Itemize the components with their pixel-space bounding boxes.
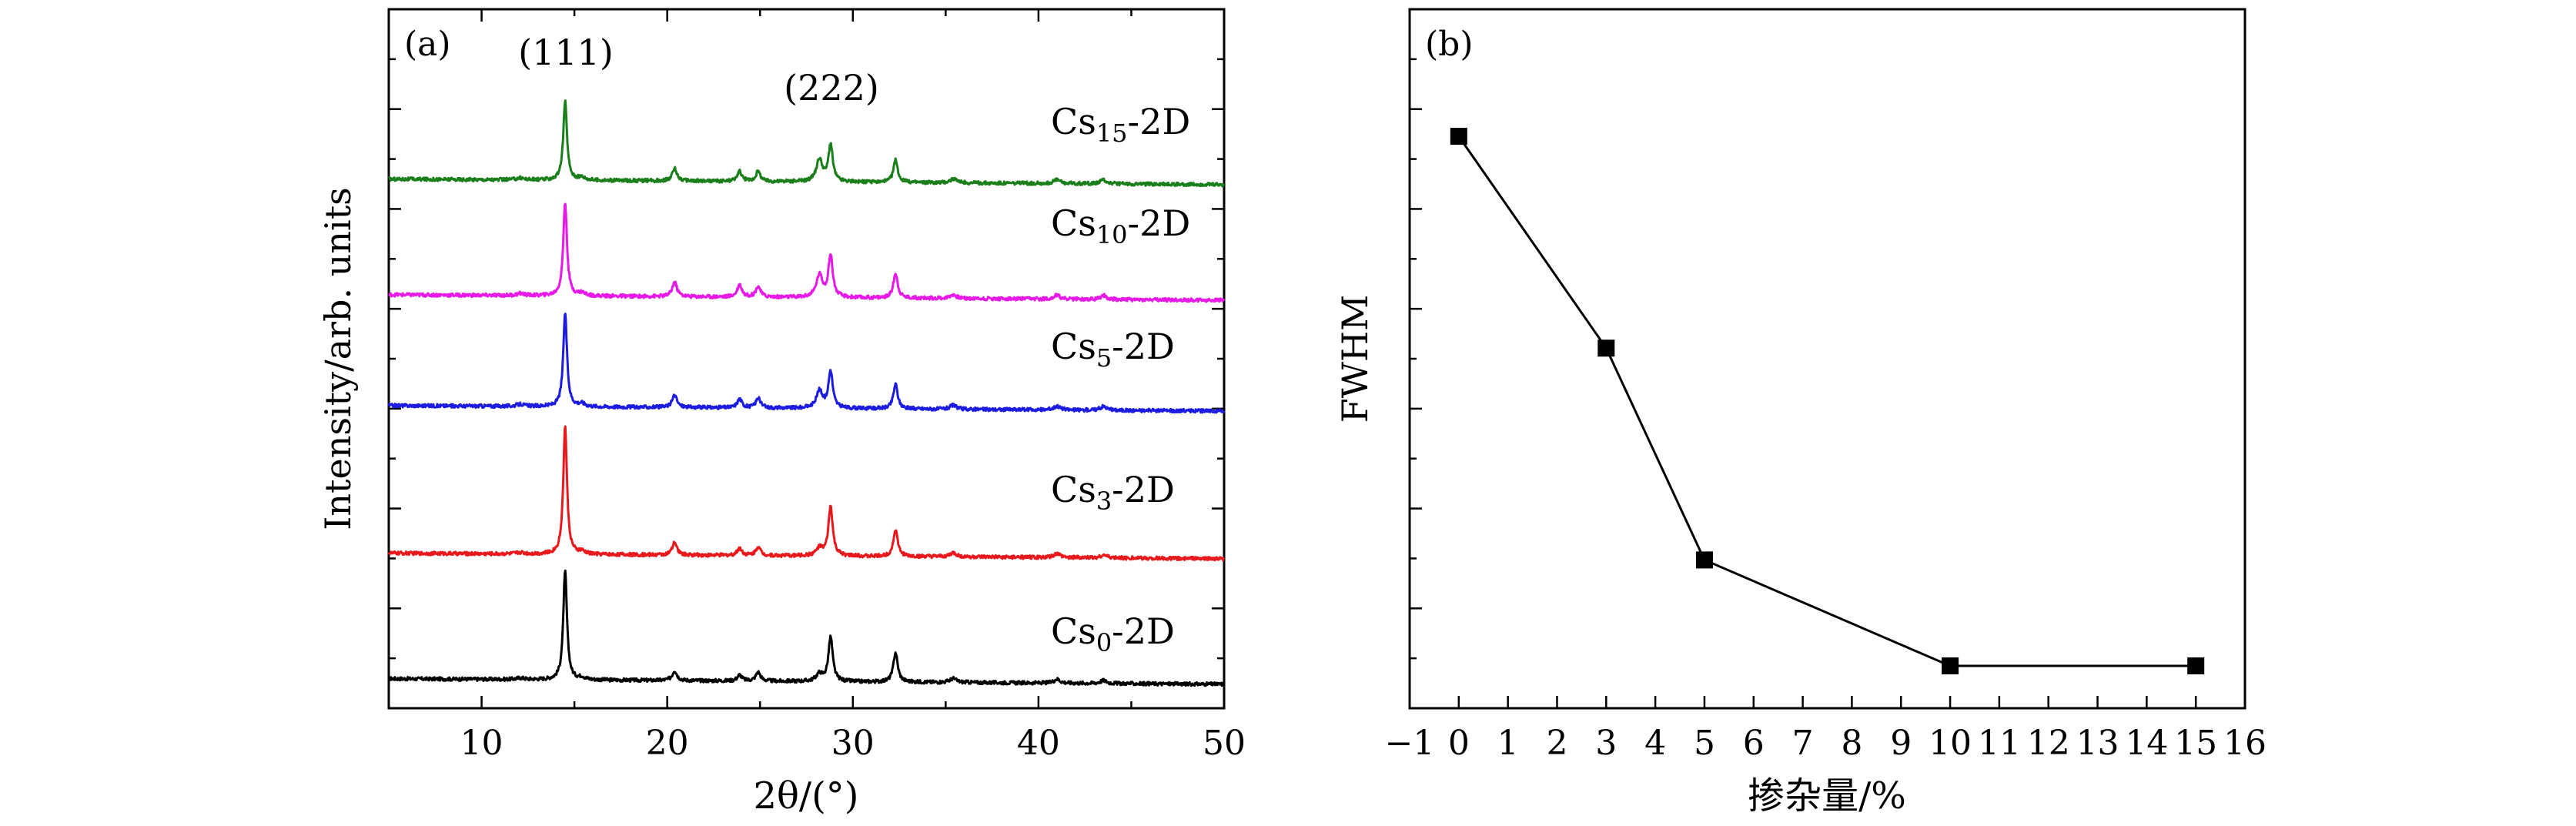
panel-a-series: [387, 99, 1226, 687]
series-line-cs10-2d: [388, 202, 1226, 303]
x-tick-label: 6: [1743, 724, 1765, 763]
x-tick-label: 15: [2174, 724, 2217, 763]
x-tick-label: 2: [1546, 724, 1567, 763]
x-tick-label: 16: [2223, 724, 2267, 763]
peak-label-111: (111): [518, 32, 614, 73]
x-tick-label: 3: [1595, 724, 1617, 763]
panel-b-frame: [1408, 8, 2246, 710]
series-label-cs5-2d: Cs5-2D: [1051, 326, 1175, 373]
series-line-cs15-2d: [387, 99, 1225, 188]
x-tick-label: 50: [1203, 724, 1246, 763]
fwhm-line: [1457, 135, 2196, 667]
x-tick-label: 5: [1694, 724, 1715, 763]
x-tick-label: −1: [1385, 724, 1435, 763]
panel-b-xlabel: 掺杂量/%: [1748, 774, 1906, 818]
series-line-cs0-2d: [388, 569, 1226, 687]
x-tick-label: 9: [1890, 724, 1912, 763]
panel-a-xrd: 10 20 30 40 50 (a) (111) (222) Cs0-2DCs3-2DC…: [317, 8, 1246, 818]
series-line-cs3-2d: [387, 425, 1225, 562]
x-tick-label: 11: [1978, 724, 2021, 763]
x-tick-label: 12: [2027, 724, 2070, 763]
x-tick-label: 7: [1792, 724, 1814, 763]
panel-b-fwhm: −1 0 1 2 3 4 5 6 7 8 9 10 11 12 13 14 15 16 (b) FWHM 掺杂量/…: [1334, 8, 2267, 818]
x-tick-label: 10: [460, 724, 503, 763]
series-label-cs3-2d: Cs3-2D: [1051, 469, 1175, 516]
series-labels: Cs0-2D Cs3-2D Cs5-2D Cs10-2D Cs15-2D: [1051, 101, 1190, 657]
panel-b-label: (b): [1425, 25, 1474, 64]
panel-a-label: (a): [404, 25, 451, 64]
panel-a-ylabel: Intensity/arb. units: [317, 187, 359, 530]
panel-a-xlabel: 2θ/(°): [753, 774, 858, 818]
panel-a-ticks: 10 20 30 40 50: [389, 9, 1246, 763]
fwhm-point-10: [1942, 657, 1959, 674]
fwhm-point-5: [1695, 551, 1713, 569]
x-tick-label: 0: [1448, 724, 1470, 763]
panel-b-line: [1457, 135, 2196, 667]
series-line-cs5-2d: [387, 313, 1226, 414]
x-tick-label: 1: [1497, 724, 1519, 763]
fwhm-point-3: [1597, 339, 1615, 357]
fwhm-point-15: [2187, 657, 2205, 674]
panel-b-ticks: −1 0 1 2 3 4 5 6 7 8 9 10 11 12 13 14 15 16: [1385, 58, 2267, 763]
x-tick-label: 20: [646, 724, 689, 763]
panel-b-points: [1450, 128, 2205, 674]
x-tick-label: 14: [2125, 724, 2168, 763]
x-tick-label: 13: [2076, 724, 2119, 763]
fwhm-point-0: [1450, 128, 1467, 145]
series-label-cs10-2d: Cs10-2D: [1051, 202, 1190, 249]
series-label-cs0-2d: Cs0-2D: [1051, 610, 1175, 657]
x-tick-label: 30: [831, 724, 875, 763]
series-label-cs15-2d: Cs15-2D: [1051, 101, 1190, 148]
panel-b-ylabel: FWHM: [1334, 295, 1376, 423]
peak-label-222: (222): [784, 67, 879, 109]
x-tick-label: 40: [1017, 724, 1060, 763]
x-tick-label: 10: [1929, 724, 1972, 763]
x-tick-label: 4: [1644, 724, 1666, 763]
x-tick-label: 8: [1841, 724, 1862, 763]
